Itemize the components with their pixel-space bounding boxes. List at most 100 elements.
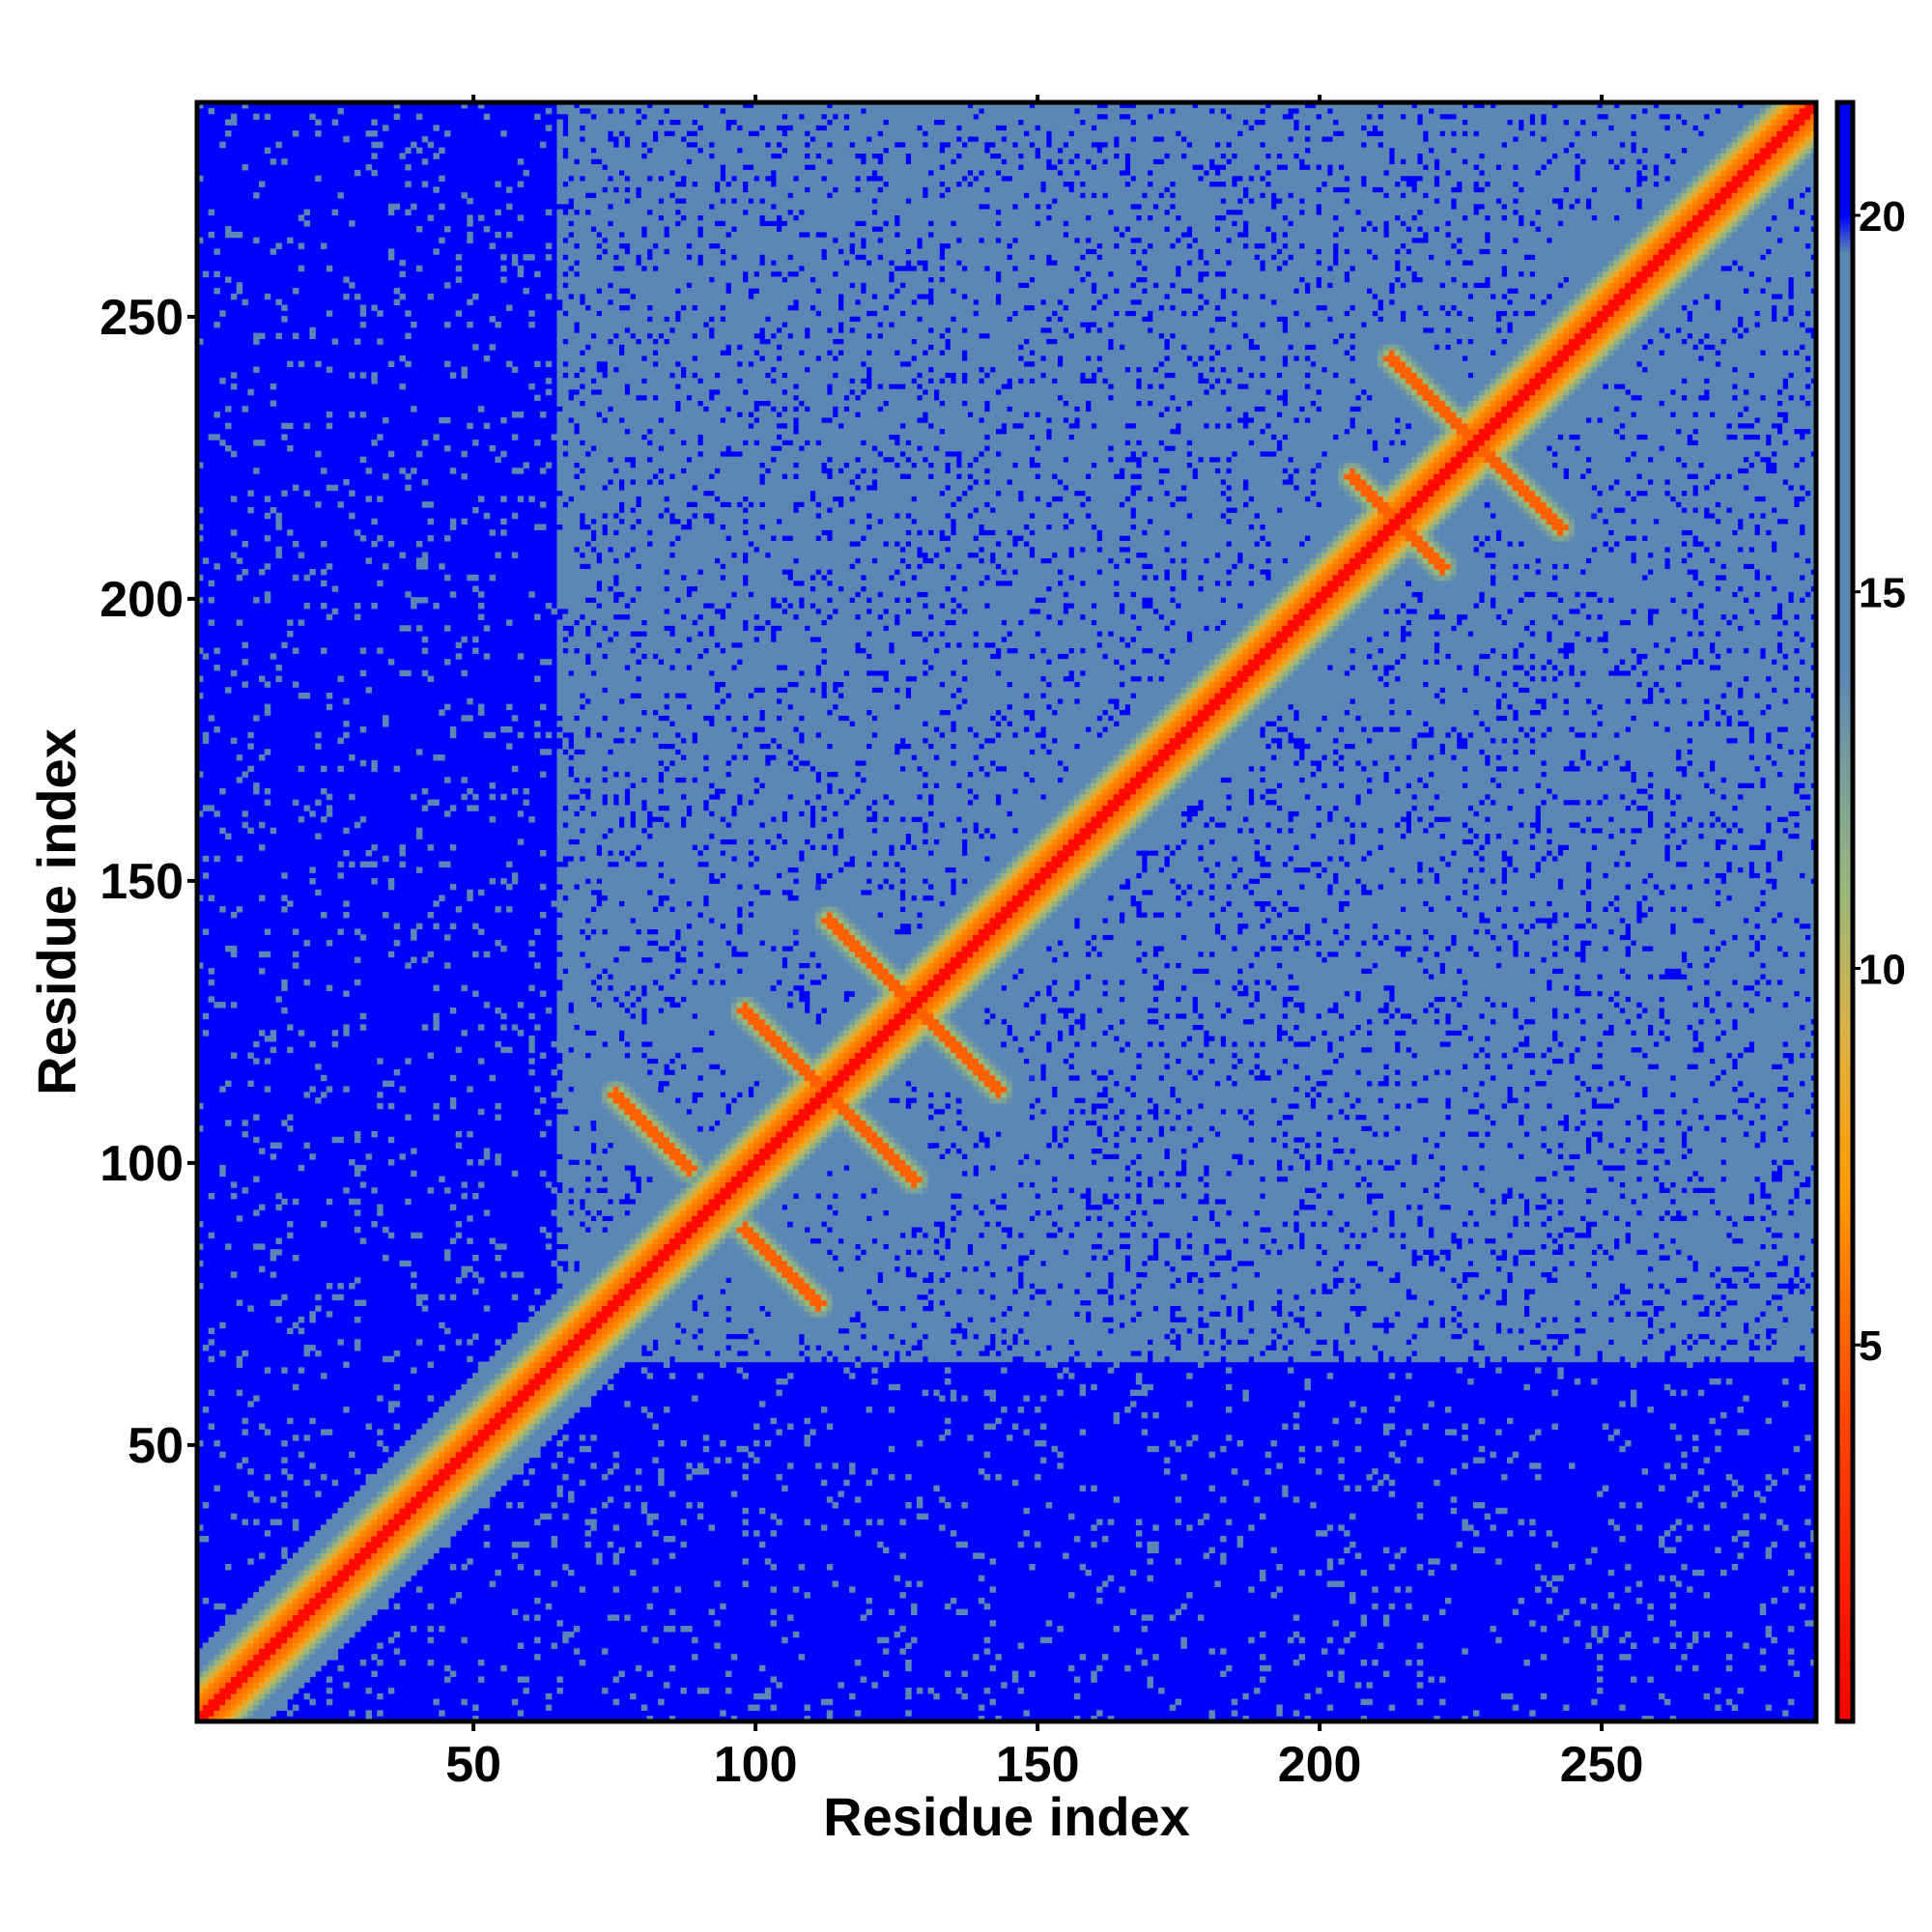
heatmap-cell [506,1502,513,1509]
heatmap-cell [387,1547,395,1554]
heatmap-cell [584,1378,609,1385]
heatmap-cell [506,1451,513,1459]
heatmap-cell [1439,1254,1446,1262]
heatmap-cell [658,1215,665,1222]
heatmap-cell [787,1176,890,1182]
heatmap-cell [877,1345,912,1351]
heatmap-cell [635,1311,642,1318]
heatmap-cell [826,1564,834,1571]
heatmap-cell [213,1710,220,1717]
heatmap-cell [444,1496,451,1503]
heatmap-cell [1332,1620,1339,1627]
heatmap-cell [449,1445,457,1453]
heatmap-cell [787,1148,794,1154]
heatmap-cell [562,1435,569,1441]
heatmap-cell [1602,1485,1609,1492]
heatmap-cell [764,1164,772,1172]
heatmap-cell [1242,1108,1249,1116]
heatmap-cell [668,1271,676,1278]
heatmap-cell [1293,1496,1300,1503]
heatmap-cell [1715,1688,1721,1694]
heatmap-cell [225,1564,232,1571]
heatmap-cell [843,1040,850,1048]
heatmap-cell [652,1243,659,1250]
heatmap-cell [1035,1074,1041,1082]
heatmap-cell [495,1463,501,1469]
heatmap-cell [354,1226,361,1234]
heatmap-cell [1765,1181,1801,1188]
heatmap-cell [866,1136,884,1144]
heatmap-cell [1799,1170,1816,1178]
heatmap-cell [758,1507,766,1515]
heatmap-cell [1810,1586,1816,1593]
heatmap-cell [202,1502,210,1509]
heatmap-cell [1163,1198,1199,1206]
heatmap-cell [208,1192,215,1200]
heatmap-cell [1264,1243,1289,1250]
heatmap-cell [337,1597,344,1605]
heatmap-cell [905,1473,912,1481]
heatmap-cell [579,1345,586,1351]
heatmap-cell [1400,1046,1406,1054]
heatmap-cell [467,1086,473,1093]
heatmap-cell [1473,1237,1486,1244]
heatmap-cell [1669,1159,1721,1166]
heatmap-cell [579,1293,586,1301]
heatmap-cell [792,1631,800,1638]
heatmap-cell [511,1378,519,1385]
heatmap-cell [680,1170,687,1178]
heatmap-cell [1759,1603,1767,1610]
heatmap-cell [1681,1654,1688,1661]
heatmap-cell [826,1040,834,1048]
heatmap-cell [1591,1271,1711,1278]
heatmap-cell [411,1485,417,1492]
heatmap-cell [1158,1237,1177,1244]
heatmap-cell [556,1383,563,1391]
heatmap-cell [292,1435,299,1441]
heatmap-cell [242,1631,248,1638]
heatmap-cell [483,1451,491,1459]
heatmap-cell [1298,1636,1306,1644]
heatmap-cell [236,1636,243,1644]
heatmap-cell [618,1670,625,1678]
heatmap-cell [1529,1519,1536,1525]
heatmap-cell [551,1502,558,1509]
heatmap-cell [832,1058,839,1065]
heatmap-cell [1563,1636,1570,1644]
heatmap-cell [624,1243,631,1250]
heatmap-cell [776,1473,782,1481]
heatmap-cell [528,1350,535,1357]
heatmap-cell [781,1254,788,1262]
heatmap-cell [668,1120,715,1126]
heatmap-cell [539,1130,547,1138]
heatmap-cell [1450,1204,1524,1211]
heatmap-cell [242,1519,248,1525]
heatmap-cell [1715,1445,1721,1453]
heatmap-cell [579,1311,586,1318]
heatmap-cell [832,1249,862,1256]
heatmap-cell [1378,1260,1412,1267]
heatmap-cell [1731,1564,1739,1571]
heatmap-cell [326,1569,333,1577]
heatmap-cell [365,1569,372,1577]
heatmap-cell [748,1243,754,1250]
heatmap-cell [292,1580,299,1587]
heatmap-cell [764,1125,772,1132]
heatmap-cell [1203,1288,1277,1295]
heatmap-cell [590,1277,597,1284]
heatmap-cell [916,1232,923,1239]
heatmap-cell [326,1283,333,1290]
heatmap-cell [405,1473,412,1481]
heatmap-cell [1619,1636,1626,1644]
heatmap-cell [1287,1058,1334,1065]
heatmap-cell [787,1293,794,1301]
heatmap-cell [871,1187,878,1194]
heatmap-cell [242,1187,248,1194]
heatmap-cell [1804,1473,1811,1481]
heatmap-cell [1091,1524,1097,1531]
heatmap-cell [1073,1120,1087,1126]
heatmap-cell [1091,1192,1103,1200]
heatmap-cell [511,1293,519,1301]
heatmap-cell [602,1277,609,1284]
heatmap-cell [1225,1406,1233,1413]
